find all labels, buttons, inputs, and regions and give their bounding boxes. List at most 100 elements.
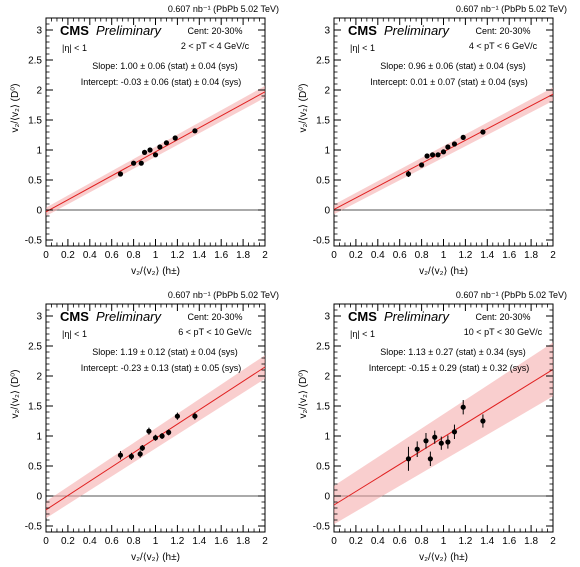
chart-panel-4: 0 0.2 0.4 0.6 0.8 1 1.2 1.4 1.6 1.8 2-0.500.511.52… <box>298 290 567 563</box>
data-point <box>405 171 412 177</box>
x-axis-title: v₂/⟨v₂⟩ (h±) <box>419 552 468 563</box>
data-point <box>139 445 145 451</box>
data-point <box>157 144 163 150</box>
data-point <box>435 152 441 158</box>
y-tick-label: 2 <box>36 86 42 97</box>
x-tick-label: 0.4 <box>83 536 97 547</box>
data-point <box>141 149 148 155</box>
data-point <box>152 152 159 158</box>
y-tick-label: 1.5 <box>28 116 42 127</box>
data-point <box>429 152 436 158</box>
intercept-label: Intercept: -0.23 ± 0.13 (stat) ± 0.05 (s… <box>81 363 241 373</box>
data-point <box>163 140 170 146</box>
x-tick-label: 0.2 <box>349 250 363 261</box>
x-axis-title: v₂/⟨v₂⟩ (h±) <box>419 266 468 277</box>
eta-cut-label: |η| < 1 <box>350 43 375 53</box>
lumi-label: 0.607 nb⁻¹ (PbPb 5.02 TeV) <box>168 290 279 300</box>
data-point <box>451 429 458 435</box>
x-tick-label: 1.2 <box>170 536 184 547</box>
fit-line <box>45 91 266 213</box>
x-tick-label: 0.6 <box>393 250 407 261</box>
x-tick-label: 1.4 <box>192 536 206 547</box>
pt-bin-label: 2 < pT < 4 GeV/c <box>181 41 250 51</box>
x-tick-label: 1.2 <box>170 250 184 261</box>
x-tick-label: 1 <box>441 250 447 261</box>
y-tick-label: 0 <box>36 492 42 503</box>
y-tick-label: 1 <box>324 146 330 157</box>
status-label: Preliminary <box>96 23 163 38</box>
data-point <box>405 456 412 462</box>
pt-bin-label: 6 < pT < 10 GeV/c <box>178 327 252 337</box>
x-tick-label: 1.6 <box>502 250 516 261</box>
x-tick-label: 0.2 <box>349 536 363 547</box>
y-tick-label: 0.5 <box>316 176 330 187</box>
y-axis-title: v₂/⟨v₂⟩ (D⁰) <box>10 369 21 418</box>
data-point <box>414 446 420 452</box>
y-tick-label: 2 <box>324 86 330 97</box>
y-tick-label: 0 <box>324 492 330 503</box>
chart-panel-3: 0 0.2 0.4 0.6 0.8 1 1.2 1.4 1.6 1.8 2-0.500.511.52… <box>10 290 279 563</box>
y-tick-label: 1.5 <box>316 402 330 413</box>
data-point <box>438 440 444 446</box>
y-tick-label: 0.5 <box>28 176 42 187</box>
y-tick-label: 1.5 <box>28 402 42 413</box>
chart-panel-1: 0 0.2 0.4 0.6 0.8 1 1.2 1.4 1.6 1.8 2-0.500.511.52… <box>10 4 279 277</box>
data-point <box>152 435 159 441</box>
experiment-label: CMS <box>348 309 377 324</box>
y-tick-label: 1.5 <box>316 116 330 127</box>
fit-band <box>46 85 265 216</box>
x-tick-label: 2 <box>262 536 268 547</box>
data-point <box>117 452 124 458</box>
slope-label: Slope: 0.96 ± 0.06 (stat) ± 0.04 (sys) <box>380 61 525 71</box>
x-tick-label: 1.2 <box>458 536 472 547</box>
y-tick-label: 1 <box>36 432 42 443</box>
data-point <box>138 160 144 166</box>
data-point <box>174 413 180 419</box>
x-tick-label: 1.6 <box>214 536 228 547</box>
x-tick-label: 0.8 <box>127 536 141 547</box>
x-tick-label: 2 <box>550 536 556 547</box>
eta-cut-label: |η| < 1 <box>62 43 87 53</box>
x-tick-label: 1.2 <box>458 250 472 261</box>
y-tick-label: -0.5 <box>25 522 43 533</box>
x-tick-label: 1 <box>441 536 447 547</box>
data-point <box>460 404 466 410</box>
x-tick-label: 0 <box>43 250 49 261</box>
data-point <box>117 171 124 177</box>
x-tick-label: 0.2 <box>61 250 75 261</box>
lumi-label: 0.607 nb⁻¹ (PbPb 5.02 TeV) <box>456 4 567 14</box>
data-point <box>423 438 429 444</box>
x-tick-label: 0.8 <box>415 250 429 261</box>
intercept-label: Intercept: -0.03 ± 0.06 (stat) ± 0.04 (s… <box>81 77 241 87</box>
x-tick-label: 0.4 <box>83 250 97 261</box>
data-point <box>480 418 486 424</box>
intercept-label: Intercept: 0.01 ± 0.07 (stat) ± 0.04 (sy… <box>370 77 527 87</box>
status-label: Preliminary <box>384 309 451 324</box>
data-point <box>419 162 425 168</box>
data-point <box>131 160 137 166</box>
y-tick-label: 1 <box>324 432 330 443</box>
x-tick-label: 1.4 <box>480 536 494 547</box>
x-tick-label: 1.4 <box>192 250 206 261</box>
data-point <box>445 144 451 150</box>
experiment-label: CMS <box>60 309 89 324</box>
x-tick-label: 2 <box>550 250 556 261</box>
x-tick-label: 0.6 <box>105 250 119 261</box>
data-point <box>159 433 165 439</box>
y-tick-label: 2.5 <box>316 56 330 67</box>
y-tick-label: 2 <box>324 372 330 383</box>
slope-label: Slope: 1.00 ± 0.06 (stat) ± 0.04 (sys) <box>92 61 237 71</box>
centrality-label: Cent: 20-30% <box>475 26 530 36</box>
data-point <box>192 413 198 419</box>
lumi-label: 0.607 nb⁻¹ (PbPb 5.02 TeV) <box>456 290 567 300</box>
data-point <box>424 153 430 159</box>
chart-panel-2: 0 0.2 0.4 0.6 0.8 1 1.2 1.4 1.6 1.8 2-0.500.511.52… <box>298 4 567 277</box>
y-tick-label: 2 <box>36 372 42 383</box>
pt-bin-label: 10 < pT < 30 GeV/c <box>464 327 543 337</box>
experiment-label: CMS <box>60 23 89 38</box>
data-point <box>440 149 447 155</box>
y-tick-label: 1 <box>36 146 42 157</box>
fit-line <box>333 368 554 506</box>
x-tick-label: 0.8 <box>415 536 429 547</box>
